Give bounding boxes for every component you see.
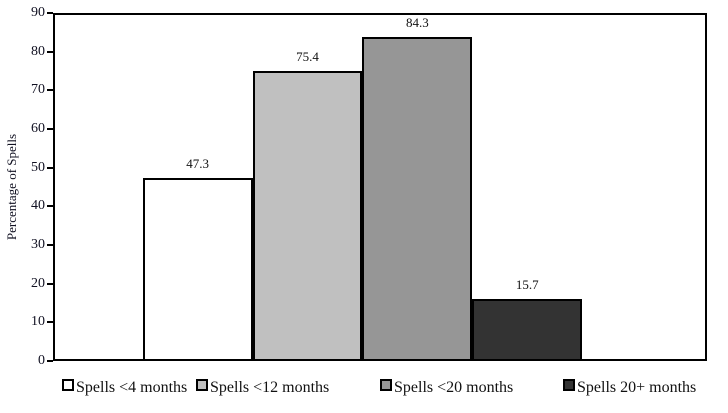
y-tick-label: 0 bbox=[38, 353, 45, 368]
y-tick-mark bbox=[47, 89, 53, 92]
bar-3 bbox=[362, 36, 473, 359]
bar-value-label: 84.3 bbox=[405, 14, 429, 30]
legend-swatch-icon bbox=[563, 379, 575, 391]
legend-item: Spells <20 months bbox=[380, 378, 513, 398]
y-tick-label: 40 bbox=[31, 198, 45, 214]
y-tick-mark bbox=[47, 244, 53, 246]
y-tick-label: 60 bbox=[31, 121, 45, 136]
y-axis-title: Percentage of Spells bbox=[4, 133, 19, 241]
y-tick-label: 90 bbox=[31, 5, 45, 20]
legend-item: Spells 20+ months bbox=[563, 378, 696, 398]
bar-value-label: 47.3 bbox=[186, 156, 210, 172]
legend-label: Spells <4 months bbox=[76, 379, 188, 396]
y-tick-mark bbox=[47, 205, 53, 208]
y-tick-label: 10 bbox=[31, 314, 45, 330]
y-tick-mark bbox=[47, 12, 53, 14]
legend-swatch-icon bbox=[380, 379, 392, 391]
legend-item: Spells <12 months bbox=[196, 378, 329, 398]
y-tick-label: 80 bbox=[31, 43, 45, 59]
legend-swatch-icon bbox=[62, 379, 74, 391]
y-tick-label: 20 bbox=[31, 275, 45, 291]
bar-2 bbox=[252, 70, 363, 359]
y-tick-mark bbox=[47, 128, 53, 130]
legend: Spells <4 months Spells <12 months Spells … bbox=[0, 378, 728, 404]
y-tick-label: 50 bbox=[31, 159, 45, 175]
y-tick-mark bbox=[47, 321, 53, 324]
bar-value-label: 15.7 bbox=[515, 277, 539, 292]
y-tick-label: 70 bbox=[31, 82, 45, 98]
legend-item: Spells <4 months bbox=[62, 378, 187, 398]
y-tick-label: 30 bbox=[31, 237, 45, 252]
legend-label: Spells 20+ months bbox=[577, 379, 697, 396]
legend-label: Spells <12 months bbox=[210, 379, 330, 396]
y-tick-mark bbox=[47, 166, 53, 169]
legend-swatch-icon bbox=[196, 379, 208, 391]
plot-area: 47.3 75.4 84.3 15.7 bbox=[53, 13, 707, 361]
y-tick-mark bbox=[47, 50, 53, 53]
bar-value-label: 75.4 bbox=[296, 48, 319, 64]
legend-label: Spells <20 months bbox=[394, 379, 514, 396]
bar-1 bbox=[142, 178, 253, 359]
y-tick-mark bbox=[47, 360, 53, 362]
y-tick-mark bbox=[47, 282, 53, 285]
bar-4 bbox=[472, 299, 583, 359]
